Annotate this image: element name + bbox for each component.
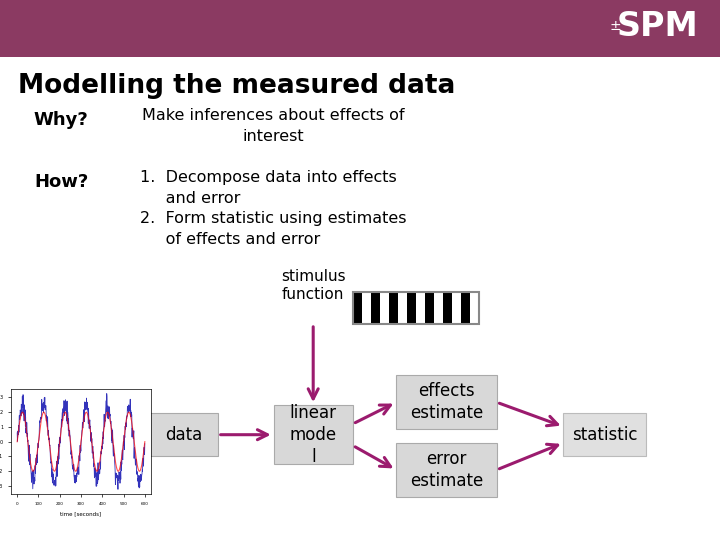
Bar: [0, 0, 720, 57]
Text: SPM: SPM: [616, 10, 698, 44]
Text: 2.  Form statistic using estimates
     of effects and error: 2. Form statistic using estimates of eff…: [140, 211, 407, 247]
Text: Why?: Why?: [34, 111, 89, 129]
Text: linear
mode
l: linear mode l: [289, 403, 337, 466]
Bar: [425, 292, 433, 324]
Bar: [469, 292, 479, 324]
Text: How?: How?: [34, 173, 89, 191]
Bar: [452, 292, 461, 324]
Bar: [371, 292, 380, 324]
Text: 1.  Decompose data into effects
     and error: 1. Decompose data into effects and error: [140, 170, 397, 206]
Bar: [397, 292, 407, 324]
X-axis label: time [seconds]: time [seconds]: [60, 511, 102, 516]
Bar: [416, 292, 425, 324]
FancyBboxPatch shape: [563, 413, 647, 456]
Bar: [433, 292, 443, 324]
Bar: [380, 292, 389, 324]
FancyBboxPatch shape: [396, 375, 497, 429]
Bar: [389, 292, 397, 324]
FancyBboxPatch shape: [396, 443, 497, 497]
Bar: [361, 292, 371, 324]
FancyBboxPatch shape: [150, 413, 217, 456]
Bar: [461, 292, 469, 324]
Text: stimulus
function: stimulus function: [281, 269, 346, 302]
Text: effects
estimate: effects estimate: [410, 382, 483, 422]
Text: ±: ±: [610, 19, 621, 33]
Bar: [443, 292, 452, 324]
Text: error
estimate: error estimate: [410, 450, 483, 490]
FancyBboxPatch shape: [274, 405, 353, 464]
Text: statistic: statistic: [572, 426, 637, 444]
Text: data: data: [165, 426, 202, 444]
Text: Modelling the measured data: Modelling the measured data: [18, 73, 455, 99]
Bar: [353, 292, 361, 324]
Text: Make inferences about effects of
interest: Make inferences about effects of interes…: [143, 108, 405, 144]
Bar: [407, 292, 415, 324]
Bar: [353, 292, 479, 324]
